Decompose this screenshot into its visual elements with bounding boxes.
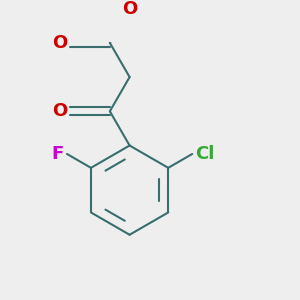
Text: F: F xyxy=(52,145,64,163)
Text: O: O xyxy=(122,0,137,18)
Text: O: O xyxy=(52,102,68,120)
Text: O: O xyxy=(52,34,68,52)
Text: Cl: Cl xyxy=(195,145,214,163)
